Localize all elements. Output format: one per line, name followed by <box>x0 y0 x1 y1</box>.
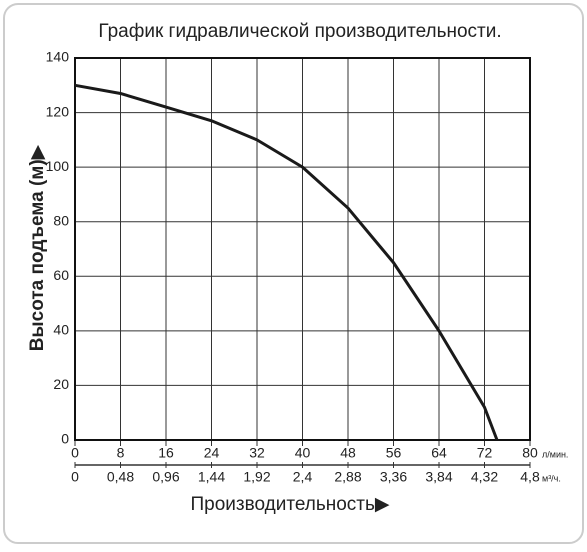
x2-tick-label: 2,4 <box>293 469 313 485</box>
y-axis-label: Высота подъема (м)▶ <box>27 144 48 351</box>
x2-tick-label: 3,36 <box>380 469 407 485</box>
y-tick-label: 140 <box>46 49 70 65</box>
x-tick-label: 48 <box>340 445 356 461</box>
frame <box>3 3 584 544</box>
x-tick-label: 16 <box>158 445 174 461</box>
x-tick-label: 64 <box>431 445 447 461</box>
x-tick-label: 80 <box>522 445 538 461</box>
x-tick-label: 8 <box>117 445 125 461</box>
y-tick-label: 120 <box>46 103 70 119</box>
chart-title: График гидравлической производительности… <box>98 21 501 42</box>
x-tick-label: 56 <box>386 445 402 461</box>
x2-tick-label: 2,88 <box>334 469 361 485</box>
y-tick-label: 100 <box>46 158 70 174</box>
x2-tick-label: 1,92 <box>243 469 270 485</box>
y-tick-label: 20 <box>53 376 69 392</box>
x-tick-label: 0 <box>71 445 79 461</box>
x2-tick-label: 1,44 <box>198 469 225 485</box>
x-tick-label: 32 <box>249 445 265 461</box>
curve <box>74 83 499 441</box>
x2-tick-label: 0,96 <box>152 469 179 485</box>
plot-border <box>74 57 531 441</box>
y-tick-label: 40 <box>53 322 69 338</box>
y-tick-label: 60 <box>53 267 69 283</box>
x-unit: л/мин. <box>542 449 568 459</box>
y-tick-label: 80 <box>53 212 69 228</box>
x-axis-label: Производительность▶ <box>190 494 389 515</box>
x-tick-label: 40 <box>295 445 311 461</box>
x2-tick-label: 4,8 <box>520 469 540 485</box>
x2-tick-label: 3,84 <box>425 469 452 485</box>
y-tick-label: 0 <box>61 431 69 447</box>
x-tick-label: 72 <box>477 445 493 461</box>
x2-tick-label: 4,32 <box>471 469 498 485</box>
x-tick-label: 24 <box>204 445 220 461</box>
x2-unit: м³/ч. <box>542 473 561 483</box>
x2-tick-label: 0,48 <box>107 469 134 485</box>
x2-tick-label: 0 <box>71 469 79 485</box>
